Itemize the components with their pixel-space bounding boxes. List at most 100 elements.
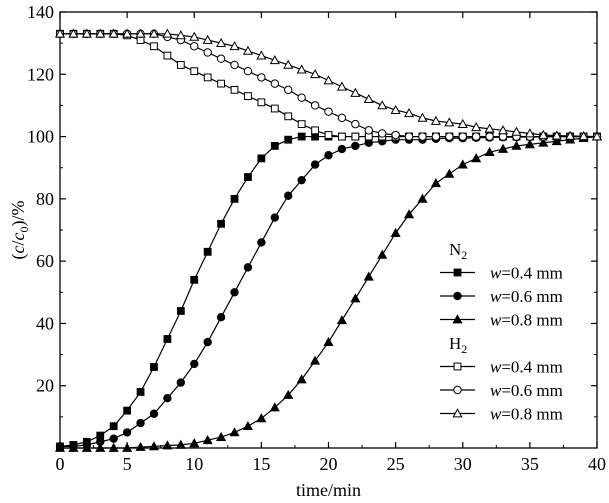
data-point	[135, 441, 146, 451]
x-tick-label: 5	[123, 454, 132, 474]
data-point	[230, 85, 239, 94]
data-point	[363, 271, 374, 281]
data-point	[108, 442, 119, 452]
data-point	[524, 128, 535, 138]
data-point	[296, 64, 307, 74]
data-point	[391, 130, 400, 140]
data-point	[109, 422, 118, 431]
data-point	[430, 178, 441, 188]
data-point	[404, 132, 414, 141]
data-point	[54, 442, 66, 452]
data-point	[578, 131, 589, 141]
data-point	[458, 132, 467, 141]
data-point	[310, 69, 321, 79]
data-point	[323, 336, 334, 346]
data-point	[351, 119, 360, 129]
data-point	[404, 209, 415, 219]
data-point	[149, 409, 159, 418]
series-layer	[54, 28, 603, 452]
data-point	[229, 427, 240, 437]
data-point	[324, 131, 333, 139]
data-point	[283, 389, 294, 399]
series-h2-w-0-8-mm	[54, 28, 603, 141]
data-point	[485, 132, 494, 141]
data-point	[269, 402, 280, 412]
data-point	[230, 288, 239, 297]
data-point	[243, 263, 253, 272]
data-point	[551, 136, 562, 146]
data-point	[430, 115, 441, 125]
data-point	[418, 132, 427, 141]
data-point	[511, 126, 522, 136]
data-point	[270, 104, 279, 113]
data-point	[511, 140, 522, 150]
data-point	[323, 75, 334, 85]
data-point	[175, 439, 186, 449]
data-point	[351, 141, 360, 151]
data-point	[444, 117, 455, 127]
data-point	[257, 238, 266, 247]
y-tick-label: 20	[36, 376, 54, 396]
data-point	[444, 168, 455, 178]
data-point	[257, 73, 266, 82]
data-point	[269, 55, 280, 65]
data-point	[270, 142, 279, 150]
data-point	[242, 45, 253, 55]
data-point	[484, 146, 495, 157]
data-point	[176, 378, 186, 387]
data-point	[311, 126, 319, 135]
data-point	[163, 393, 172, 403]
data-point	[122, 28, 133, 38]
data-point	[377, 249, 388, 259]
data-point	[175, 30, 186, 40]
y-tick-label: 100	[27, 127, 54, 147]
data-point	[243, 66, 253, 76]
data-point	[524, 139, 535, 149]
data-point	[363, 93, 374, 104]
data-point	[242, 420, 253, 431]
data-point	[190, 67, 199, 76]
x-tick-label: 0	[56, 454, 65, 474]
data-point	[108, 28, 119, 38]
data-point	[176, 61, 185, 69]
data-point	[310, 160, 320, 169]
y-tick-label: 40	[36, 313, 54, 333]
data-point	[497, 143, 509, 153]
legend-label: w=0.4 mm	[490, 264, 563, 283]
data-point	[324, 107, 333, 116]
data-point	[297, 93, 306, 102]
x-tick-label: 15	[252, 454, 270, 474]
legend-entry: w=0.6 mm	[440, 287, 563, 306]
data-point	[190, 359, 199, 369]
data-point	[453, 385, 462, 395]
data-point	[257, 154, 266, 163]
data-point	[445, 132, 454, 141]
data-point	[337, 144, 347, 154]
data-point	[136, 418, 145, 428]
data-point	[203, 337, 212, 347]
data-point	[497, 125, 509, 135]
data-point	[417, 193, 428, 203]
y-tick-label: 80	[36, 189, 54, 209]
data-point	[256, 413, 267, 423]
data-point	[284, 85, 293, 95]
data-point	[297, 132, 306, 141]
y-tick-label: 140	[27, 2, 54, 22]
data-point	[122, 442, 133, 452]
data-point	[471, 121, 482, 132]
data-point	[297, 175, 306, 185]
data-point	[457, 159, 468, 169]
data-point	[216, 431, 227, 441]
data-point	[453, 291, 462, 301]
axes-layer: 0 5 10 15 20 25 30 35 40 20 40 60 80 100 120 140	[27, 2, 606, 474]
data-point	[452, 314, 463, 324]
data-point	[538, 137, 549, 147]
data-point	[591, 131, 603, 141]
data-point	[337, 113, 347, 123]
data-point	[95, 28, 106, 38]
legend-group-title: H2	[449, 334, 467, 356]
data-point	[189, 31, 200, 41]
data-point	[229, 41, 240, 51]
data-point	[68, 28, 79, 38]
